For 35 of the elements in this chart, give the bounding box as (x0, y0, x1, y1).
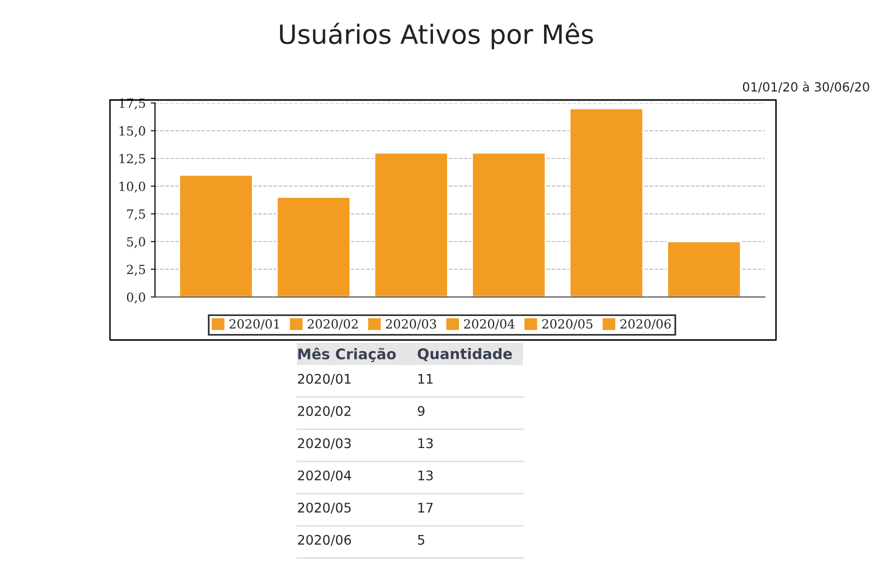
text: Mês Criação (298, 348, 396, 362)
category-label: 2020/03 (298, 438, 351, 450)
y-tick-label: 2,5 (126, 264, 146, 276)
data-label: 11 (418, 374, 433, 384)
y-tick-label: 5,0 (127, 237, 146, 248)
data-label: 9 (418, 406, 424, 416)
bar (666, 240, 742, 297)
chart-title: Usuários Ativos por Mês (280, 22, 593, 50)
bar (569, 108, 644, 297)
legend-label: 2020/03 (386, 319, 436, 330)
data-label: 17 (418, 502, 433, 512)
category-label: 2020/05 (298, 502, 351, 514)
text: Quantidade (418, 348, 512, 362)
category-label: 2020/01 (298, 374, 351, 385)
legend-label: 2020/01 (230, 319, 279, 330)
legend-label: 2020/04 (464, 319, 515, 330)
data-label: 13 (418, 470, 433, 480)
category-label: 2020/06 (298, 534, 351, 546)
y-tick-label: 15,0 (120, 126, 146, 138)
bar (374, 152, 448, 297)
category-label: 2020/04 (298, 470, 352, 482)
y-tick-label: 10,0 (120, 182, 146, 193)
legend-label: 2020/02 (308, 319, 358, 330)
bar (276, 196, 351, 297)
category-label: 2020/02 (298, 406, 350, 418)
data-label: 13 (418, 438, 433, 448)
text: 01/01/20 à 30/06/20 (742, 81, 870, 93)
legend-label: 2020/05 (542, 319, 592, 330)
legend-label: 2020/06 (620, 319, 671, 330)
bar (178, 174, 254, 297)
data-label: 5 (418, 535, 424, 545)
y-tick-label: 0,0 (126, 292, 146, 304)
bar (472, 152, 546, 297)
y-tick-label: 7,5 (127, 209, 146, 220)
y-tick-label: 12,5 (120, 154, 146, 165)
